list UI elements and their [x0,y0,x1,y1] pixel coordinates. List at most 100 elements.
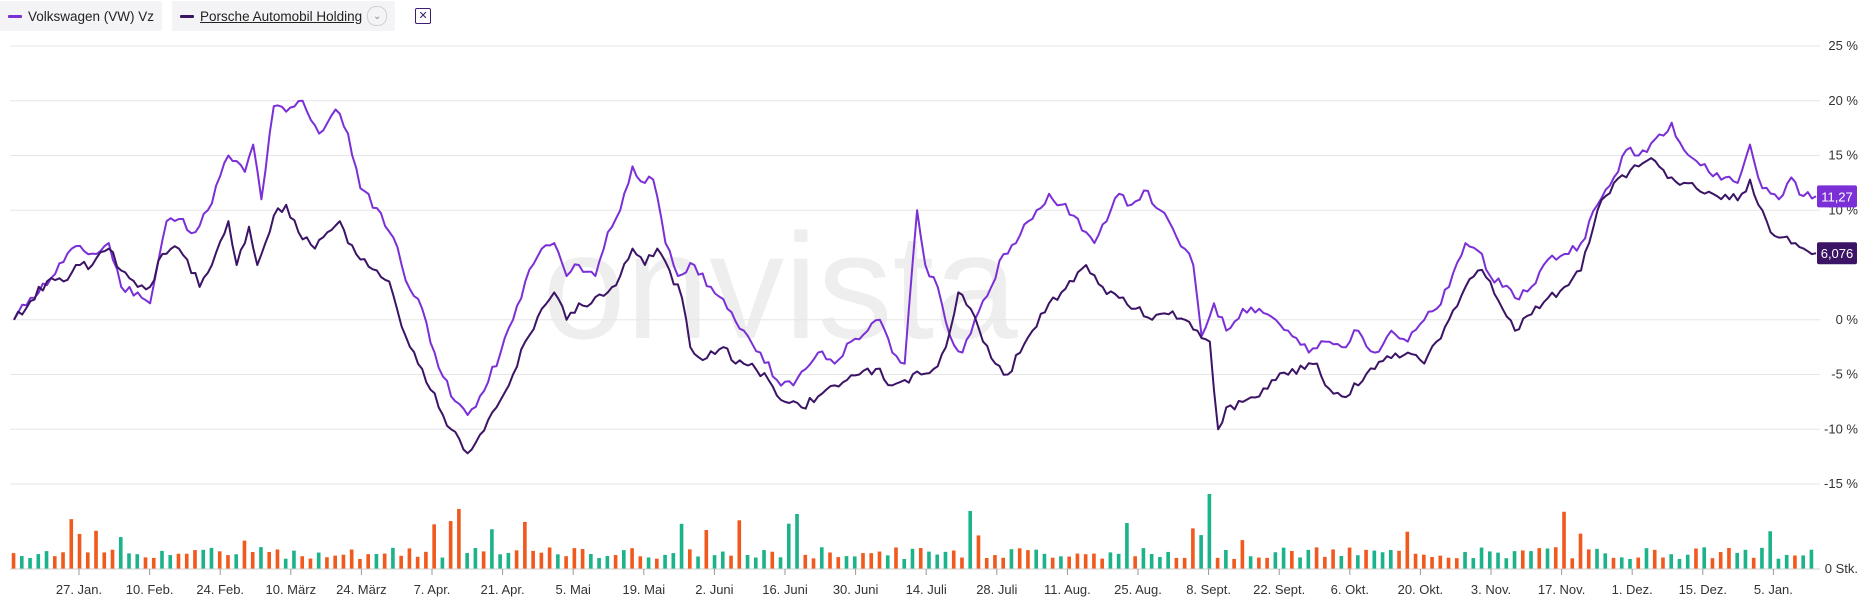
badge-value: 6,076 [1821,246,1854,261]
volume-bar [399,555,403,569]
volume-bar [531,550,535,569]
volume-bar [1149,554,1154,569]
volume-bar [720,551,725,569]
volume-bar [325,557,329,569]
volume-axis-label: 0 Stk. [1825,561,1858,576]
volume-bar [118,537,123,569]
volume-bar [366,554,370,569]
legend-swatch-vw [8,14,22,18]
volume-bar [1520,550,1525,569]
volume-bar [1694,548,1698,569]
volume-bar [36,554,41,569]
volume-bar [753,557,758,569]
y-tick-label: 20 % [1828,93,1858,108]
volume-bar [1034,549,1039,569]
badge-bg [1817,185,1857,208]
volume-bar [259,547,263,569]
legend-item-vw[interactable]: Volkswagen (VW) Vz [0,1,163,31]
volume-bar [160,550,164,569]
volume-bar [605,555,610,569]
volume-bar [1685,554,1690,569]
volume-bar [226,555,230,569]
volume-bar [1224,550,1228,569]
volume-bar [250,551,255,569]
volume-bar [828,552,832,569]
volume-bar [1545,548,1550,569]
volume-bar [1174,557,1179,569]
y-tick-label: 25 % [1828,38,1858,53]
y-tick-label: 0 % [1836,312,1859,327]
badge-value: 11,27 [1821,189,1853,204]
x-tick-label: 15. Dez. [1679,582,1727,597]
volume-bar [333,555,337,569]
close-icon[interactable]: ✕ [415,8,432,24]
x-tick-label: 1. Dez. [1612,582,1653,597]
volume-bar [201,549,206,569]
legend-label-vw: Volkswagen (VW) Vz [28,8,155,24]
volume-bar [440,557,445,569]
chart-legend: Volkswagen (VW) Vz Porsche Automobil Hol… [0,0,432,32]
volume-bar [655,558,659,569]
volume-bar [415,556,420,569]
volume-bar [448,521,453,569]
volume-bar [341,554,346,569]
volume-bar [885,555,890,569]
volume-bar [935,554,940,569]
volume-bar [852,556,857,569]
x-tick-label: 10. März [266,582,317,597]
volume-bar [1323,556,1327,569]
volume-bar [1570,558,1575,569]
volume-bar [1677,558,1682,569]
volume-bar [1553,547,1558,569]
volume-bar [1116,553,1121,569]
legend-item-porsche[interactable]: Porsche Automobil Holding ⌄ [172,1,396,31]
volume-bar [1339,556,1344,569]
x-tick-label: 16. Juni [762,582,808,597]
volume-bar [918,548,923,569]
volume-bar [630,548,634,569]
volume-bar [391,547,395,569]
volume-bar [589,553,593,569]
volume-bar [1793,555,1797,569]
volume-bar [1710,558,1715,569]
volume-bar [1504,558,1509,569]
volume-bar [1784,554,1789,569]
volume-bar [490,529,494,569]
volume-bar [1017,548,1022,569]
volume-bar [1290,551,1294,569]
x-tick-label: 22. Sept. [1253,582,1305,597]
legend-label-porsche[interactable]: Porsche Automobil Holding [200,8,363,24]
volume-bar [1636,557,1641,569]
volume-bar [514,550,519,569]
volume-bar [894,547,898,569]
volume-bar [1512,551,1517,569]
volume-bar [1166,551,1170,569]
x-tick-label: 24. Feb. [196,582,244,597]
volume-bar [316,552,321,569]
volume-bar [193,550,197,569]
x-tick-label: 28. Juli [976,582,1017,597]
volume-bar [1628,558,1632,569]
chevron-down-icon[interactable]: ⌄ [367,6,388,26]
volume-bar [1537,548,1542,569]
volume-bar [1182,557,1187,569]
volume-bar [143,557,148,569]
volume-bar [778,557,783,569]
y-tick-label: -15 % [1824,476,1858,491]
x-tick-label: 25. Aug. [1114,582,1162,597]
volume-bar [1125,523,1129,569]
volume-bar [1389,549,1393,569]
x-tick-label: 7. Apr. [414,582,451,597]
volume-bar [1421,554,1426,569]
volume-bar [217,551,222,569]
x-tick-label: 10. Feb. [126,582,174,597]
legend-swatch-porsche [180,14,195,18]
volume-bar [1050,557,1055,569]
volume-bar [1735,552,1740,569]
volume-bar [1133,556,1137,569]
volume-bar [1199,535,1203,569]
x-tick-label: 21. Apr. [481,582,525,597]
volume-bar [283,558,288,569]
volume-bar [762,550,766,569]
